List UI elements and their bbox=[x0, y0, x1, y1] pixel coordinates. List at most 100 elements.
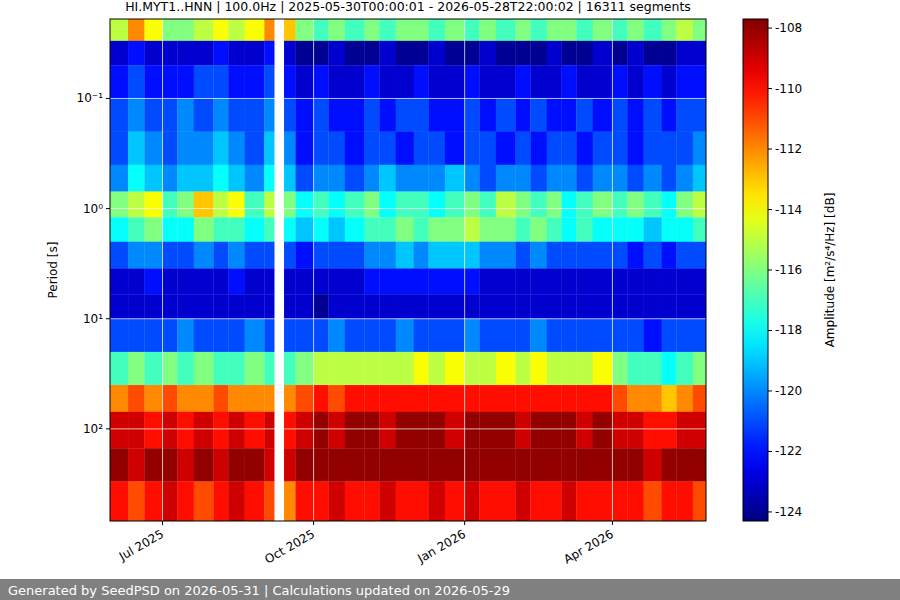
cell bbox=[479, 412, 496, 449]
cell bbox=[576, 192, 593, 218]
cell bbox=[662, 481, 677, 521]
cell bbox=[576, 319, 593, 352]
cell bbox=[516, 412, 531, 449]
cell bbox=[194, 41, 214, 66]
cell bbox=[693, 165, 706, 192]
cell bbox=[693, 19, 706, 41]
cell bbox=[530, 294, 547, 319]
cell bbox=[445, 192, 465, 218]
cell bbox=[194, 242, 214, 269]
cell bbox=[429, 294, 446, 319]
cell bbox=[479, 385, 496, 412]
cell bbox=[284, 165, 296, 192]
cell bbox=[296, 132, 314, 165]
cell bbox=[693, 319, 706, 352]
cell bbox=[328, 132, 345, 165]
cell bbox=[593, 294, 613, 319]
cell bbox=[194, 192, 214, 218]
cell bbox=[264, 412, 274, 449]
cell bbox=[496, 41, 516, 66]
cell bbox=[396, 481, 414, 521]
cell bbox=[547, 65, 562, 98]
cell bbox=[576, 481, 593, 521]
cell bbox=[576, 242, 593, 269]
cell bbox=[429, 412, 446, 449]
y-tick bbox=[106, 208, 110, 209]
x-tick-label: Jan 2026 bbox=[415, 527, 469, 566]
cell bbox=[627, 217, 644, 242]
cell bbox=[414, 385, 429, 412]
cell bbox=[547, 217, 562, 242]
cell bbox=[593, 269, 613, 295]
cell bbox=[194, 412, 214, 449]
cell bbox=[314, 294, 329, 319]
cell bbox=[213, 192, 228, 218]
cell bbox=[465, 319, 480, 352]
cell bbox=[144, 19, 162, 41]
plot-frame bbox=[110, 19, 706, 521]
cell bbox=[530, 412, 547, 449]
cell bbox=[144, 65, 162, 98]
colorbar-tick bbox=[768, 390, 772, 391]
cell bbox=[314, 192, 329, 218]
cell bbox=[627, 41, 644, 66]
y-tick-label: 10¹ bbox=[83, 312, 103, 326]
x-tick bbox=[313, 521, 314, 525]
cell bbox=[128, 65, 145, 98]
cell bbox=[328, 98, 345, 131]
cell bbox=[662, 269, 677, 295]
cell bbox=[516, 294, 531, 319]
cell bbox=[429, 319, 446, 352]
cell bbox=[110, 412, 128, 449]
cell bbox=[479, 448, 496, 481]
grid-line bbox=[110, 318, 706, 319]
cell bbox=[576, 412, 593, 449]
cell bbox=[593, 165, 613, 192]
cell bbox=[414, 481, 429, 521]
cell bbox=[296, 242, 314, 269]
cell bbox=[177, 65, 194, 98]
cell bbox=[593, 41, 613, 66]
colorbar-tick bbox=[768, 270, 772, 271]
cell bbox=[516, 481, 531, 521]
cell bbox=[662, 352, 677, 385]
cell bbox=[264, 132, 274, 165]
cell bbox=[110, 192, 128, 218]
cell bbox=[345, 412, 365, 449]
cell bbox=[396, 412, 414, 449]
cell bbox=[465, 217, 480, 242]
cell bbox=[364, 41, 379, 66]
grid-line bbox=[110, 428, 706, 429]
colorbar-tick-label: -124 bbox=[775, 505, 802, 519]
cell bbox=[562, 132, 577, 165]
cell bbox=[496, 294, 516, 319]
cell bbox=[396, 132, 414, 165]
cell bbox=[345, 165, 365, 192]
cell bbox=[194, 269, 214, 295]
cell bbox=[264, 294, 274, 319]
cell bbox=[284, 19, 296, 41]
cell bbox=[576, 294, 593, 319]
cell bbox=[662, 385, 677, 412]
cell bbox=[396, 385, 414, 412]
cell bbox=[445, 385, 465, 412]
colorbar bbox=[743, 19, 768, 521]
cell bbox=[496, 352, 516, 385]
cell bbox=[693, 192, 706, 218]
cell bbox=[110, 269, 128, 295]
cell bbox=[364, 132, 379, 165]
cell bbox=[228, 448, 245, 481]
heatmap-cells bbox=[110, 19, 706, 521]
cell bbox=[128, 448, 145, 481]
cell bbox=[245, 192, 265, 218]
cell bbox=[296, 165, 314, 192]
cell bbox=[284, 269, 296, 295]
cell bbox=[662, 294, 677, 319]
cell bbox=[110, 65, 128, 98]
cell bbox=[547, 269, 562, 295]
cell bbox=[144, 448, 162, 481]
cell bbox=[693, 412, 706, 449]
cell bbox=[110, 352, 128, 385]
cell bbox=[612, 98, 627, 131]
cell bbox=[213, 41, 228, 66]
